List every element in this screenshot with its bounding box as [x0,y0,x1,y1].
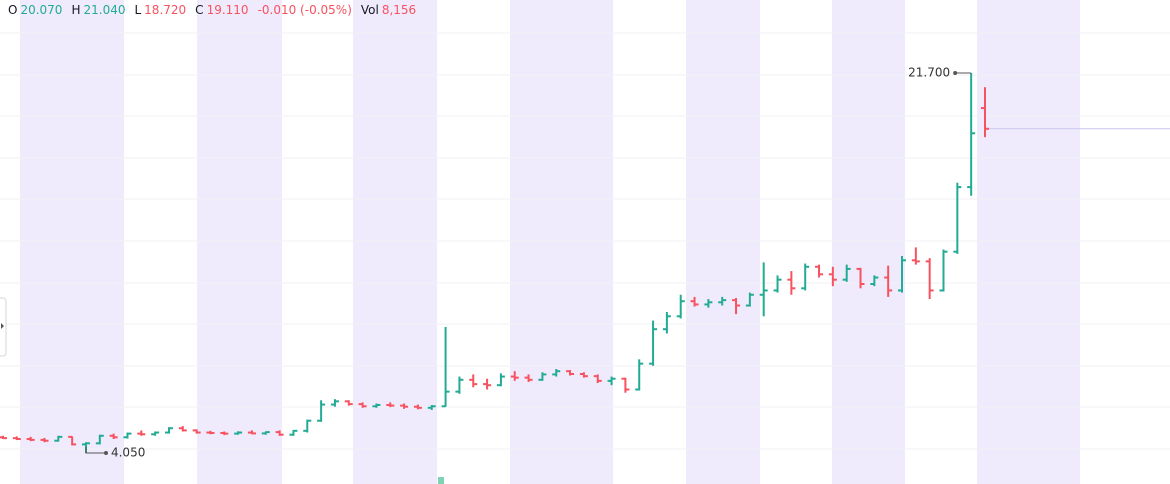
legend-item: -0.010 (-0.05%) [258,2,352,18]
collapse-arrow [1,323,4,329]
high-label: 21.700 [908,66,950,80]
legend-key: C [195,3,204,17]
legend-key: H [71,3,81,17]
legend-value: 21.040 [83,3,126,17]
band [197,0,282,484]
band [977,0,1080,484]
legend-item: H 21.040 [71,2,125,18]
ohlc-legend: O 20.070 H 21.040 L 18.720 C 19.110 -0.010 (-0.0… [8,2,416,18]
legend-value: 20.070 [20,3,63,17]
band [510,0,613,484]
band [353,0,437,484]
high-dot [953,71,958,75]
band [686,0,760,484]
low-dot [103,451,108,455]
legend-key: L [134,3,142,17]
session-bands [20,0,1080,484]
legend-key: Vol [360,3,379,17]
legend-item: L 18.720 [134,2,186,18]
legend-item: O 20.070 [8,2,62,18]
low-label: 4.050 [111,446,145,460]
legend-item: Vol 8,156 [361,2,416,18]
legend-value: -0.010 (-0.05%) [257,3,352,17]
legend-item: C 19.110 [195,2,248,18]
band [832,0,905,484]
low-leader [85,447,106,454]
band [20,0,124,484]
grid [0,32,1170,450]
legend-value: 19.110 [206,3,249,17]
marker [438,477,444,484]
legend-value: 18.720 [144,3,187,17]
legend-value: 8,156 [381,3,417,17]
legend-key: O [8,3,18,17]
